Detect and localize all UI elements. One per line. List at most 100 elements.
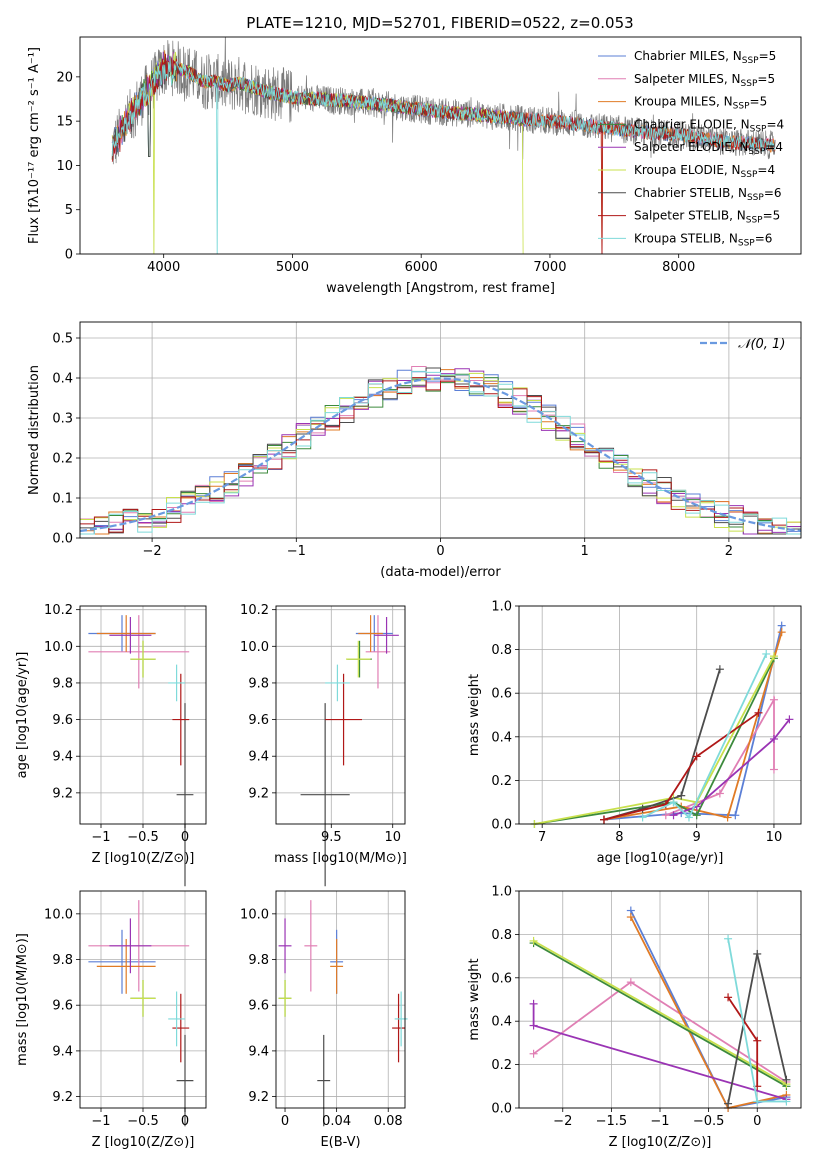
x-tick-label: 0 xyxy=(181,830,189,845)
x-tick-label: −0.5 xyxy=(693,1114,725,1129)
axes-frame xyxy=(79,36,802,255)
plot-area xyxy=(530,621,794,828)
y-tick-label: 10.0 xyxy=(44,640,73,655)
axes-frame xyxy=(518,605,802,825)
y-tick-label: 5 xyxy=(65,203,73,218)
axes-frame xyxy=(79,321,802,539)
x-tick-label: −1 xyxy=(91,1114,110,1129)
legend-label: Chabrier MILES, NSSP=5 xyxy=(634,49,776,66)
mass-weight-line xyxy=(603,668,721,821)
plot-area xyxy=(88,615,194,887)
legend-label: 𝒩(0, 1) xyxy=(738,337,785,352)
x-tick-label: 10 xyxy=(766,830,783,845)
y-tick-label: 9.8 xyxy=(248,676,269,691)
x-tick-label: 0.08 xyxy=(374,1114,403,1129)
histogram-panel: −2 −1 0 1 2 0.0 0.1 0.2 0.3 0.4 0.5 (data-model)/er… xyxy=(27,322,802,580)
mass-vs-Z-panel: −1 −0.5 0 9.2 9.4 9.6 9.8 10.0 Z [log10(Z/Z⊙)] ma… xyxy=(15,891,206,1150)
x-tick-label: 0 xyxy=(281,1114,289,1129)
x-axis-label: wavelength [Angstrom, rest frame] xyxy=(326,281,555,296)
age-vs-mass-panel: 9.5 10 9.2 9.4 9.6 9.8 10.0 10.2 mass [log10(M/M… xyxy=(240,603,407,887)
y-axis-label: mass weight xyxy=(467,958,482,1040)
x-tick-label: −0.5 xyxy=(127,1114,159,1129)
legend-label: Chabrier ELODIE, NSSP=4 xyxy=(634,117,784,134)
model-spectrum-salpeter-stelib xyxy=(111,53,776,254)
y-tick-label: 9.6 xyxy=(52,713,73,728)
x-tick-label: 8 xyxy=(615,830,623,845)
legend-label: Kroupa STELIB, NSSP=6 xyxy=(634,231,772,248)
y-tick-label: 0.8 xyxy=(491,643,512,658)
y-tick-label: 9.6 xyxy=(248,713,269,728)
x-tick-label: 7000 xyxy=(533,260,566,275)
y-tick-label: 9.2 xyxy=(52,786,73,801)
y-tick-label: 9.8 xyxy=(52,676,73,691)
x-tick-label: 9.5 xyxy=(321,830,342,845)
mass-weight-line xyxy=(534,655,775,825)
plot-area xyxy=(79,366,802,535)
legend-label: Kroupa MILES, NSSP=5 xyxy=(634,95,767,112)
legend-label: Kroupa ELODIE, NSSP=4 xyxy=(634,163,775,180)
mass-weight-line xyxy=(642,653,768,820)
y-tick-label: 9.4 xyxy=(52,750,73,765)
x-tick-label: 5000 xyxy=(276,260,309,275)
x-tick-label: 10 xyxy=(384,830,401,845)
y-axis-label: mass weight xyxy=(467,674,482,756)
y-tick-label: 10.0 xyxy=(240,640,269,655)
axes-frame xyxy=(79,890,207,1109)
x-tick-label: 8000 xyxy=(662,260,695,275)
x-tick-label: −1 xyxy=(287,544,306,559)
y-tick-label: 9.8 xyxy=(52,953,73,968)
x-tick-label: −1.5 xyxy=(596,1114,628,1129)
x-axis-label: (data-model)/error xyxy=(380,565,501,580)
y-tick-label: 0.2 xyxy=(491,774,512,789)
x-tick-label: 0 xyxy=(436,544,444,559)
legend-label: Chabrier STELIB, NSSP=6 xyxy=(634,186,782,203)
x-tick-label: −2 xyxy=(143,544,162,559)
y-tick-label: 0.2 xyxy=(52,452,73,467)
axes-frame xyxy=(518,890,802,1109)
x-tick-label: −2 xyxy=(553,1114,572,1129)
x-tick-label: 0 xyxy=(181,1114,189,1129)
axes-frame xyxy=(275,605,406,825)
y-tick-label: 1.0 xyxy=(491,885,512,900)
y-tick-label: 9.8 xyxy=(248,953,269,968)
mass-weight-line xyxy=(533,942,787,1088)
x-tick-label: 0.04 xyxy=(322,1114,351,1129)
y-tick-label: 0.1 xyxy=(52,492,73,507)
age-vs-Z-panel: −1 −0.5 0 9.2 9.4 9.6 9.8 10.0 10.2 Z [log10(Z/Z⊙… xyxy=(15,603,206,887)
mass-weight-vs-Z-panel: −2 −1.5 −1 −0.5 0 0.0 0.2 0.4 0.6 0.8 1.0 Z [log10(… xyxy=(467,885,801,1150)
y-tick-label: 0.0 xyxy=(491,1102,512,1117)
plot-area xyxy=(111,37,776,254)
x-tick-label: −1 xyxy=(91,830,110,845)
chart-title: PLATE=1210, MJD=52701, FIBERID=0522, z=0… xyxy=(246,14,633,32)
x-axis-label: mass [log10(M/M⊙)] xyxy=(274,851,407,866)
residual-histogram-kroupa-stelib xyxy=(80,370,801,535)
mass-vs-ebv-panel: 0 0.04 0.08 9.2 9.4 9.6 9.8 10.0 E(B-V) xyxy=(240,891,408,1150)
x-tick-label: −0.5 xyxy=(127,830,159,845)
y-tick-label: 9.2 xyxy=(52,1090,73,1105)
y-tick-label: 10.0 xyxy=(240,907,269,922)
y-tick-label: 9.4 xyxy=(248,1044,269,1059)
plot-area xyxy=(88,900,194,1127)
legend-label: Salpeter STELIB, NSSP=5 xyxy=(634,209,780,226)
mass-weight-line xyxy=(534,657,775,825)
y-tick-label: 1.0 xyxy=(491,600,512,615)
y-tick-label: 10.2 xyxy=(240,603,269,618)
y-tick-label: 9.2 xyxy=(248,786,269,801)
axes-frame xyxy=(79,605,207,825)
y-axis-label: Normed distribution xyxy=(27,365,42,495)
x-axis-label: age [log10(age/yr)] xyxy=(597,851,724,866)
legend-label: Salpeter MILES, NSSP=5 xyxy=(634,72,775,89)
x-tick-label: −1 xyxy=(650,1114,669,1129)
x-tick-label: 2 xyxy=(725,544,733,559)
x-tick-label: 1 xyxy=(581,544,589,559)
y-axis-label: mass [log10(M/M⊙)] xyxy=(15,933,30,1066)
x-axis-label: Z [log10(Z/Z⊙)] xyxy=(92,851,195,866)
normal-distribution-curve xyxy=(79,377,802,533)
y-tick-label: 0.5 xyxy=(52,332,73,347)
y-tick-label: 0.0 xyxy=(52,532,73,547)
mass-weight-line xyxy=(665,696,775,817)
y-axis-label: age [log10(age/yr)] xyxy=(15,652,30,779)
y-tick-label: 9.4 xyxy=(52,1044,73,1059)
x-tick-label: 4000 xyxy=(147,260,180,275)
